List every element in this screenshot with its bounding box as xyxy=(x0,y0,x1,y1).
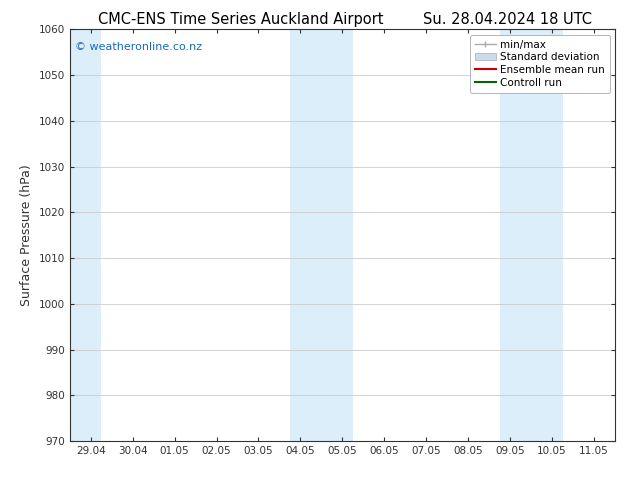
Bar xyxy=(500,29,562,441)
Y-axis label: Surface Pressure (hPa): Surface Pressure (hPa) xyxy=(20,164,33,306)
Legend: min/max, Standard deviation, Ensemble mean run, Controll run: min/max, Standard deviation, Ensemble me… xyxy=(470,35,610,93)
Text: CMC-ENS Time Series Auckland Airport: CMC-ENS Time Series Auckland Airport xyxy=(98,12,384,27)
Text: Su. 28.04.2024 18 UTC: Su. 28.04.2024 18 UTC xyxy=(423,12,592,27)
Text: © weatheronline.co.nz: © weatheronline.co.nz xyxy=(75,42,202,52)
Bar xyxy=(70,29,101,441)
Bar xyxy=(290,29,353,441)
